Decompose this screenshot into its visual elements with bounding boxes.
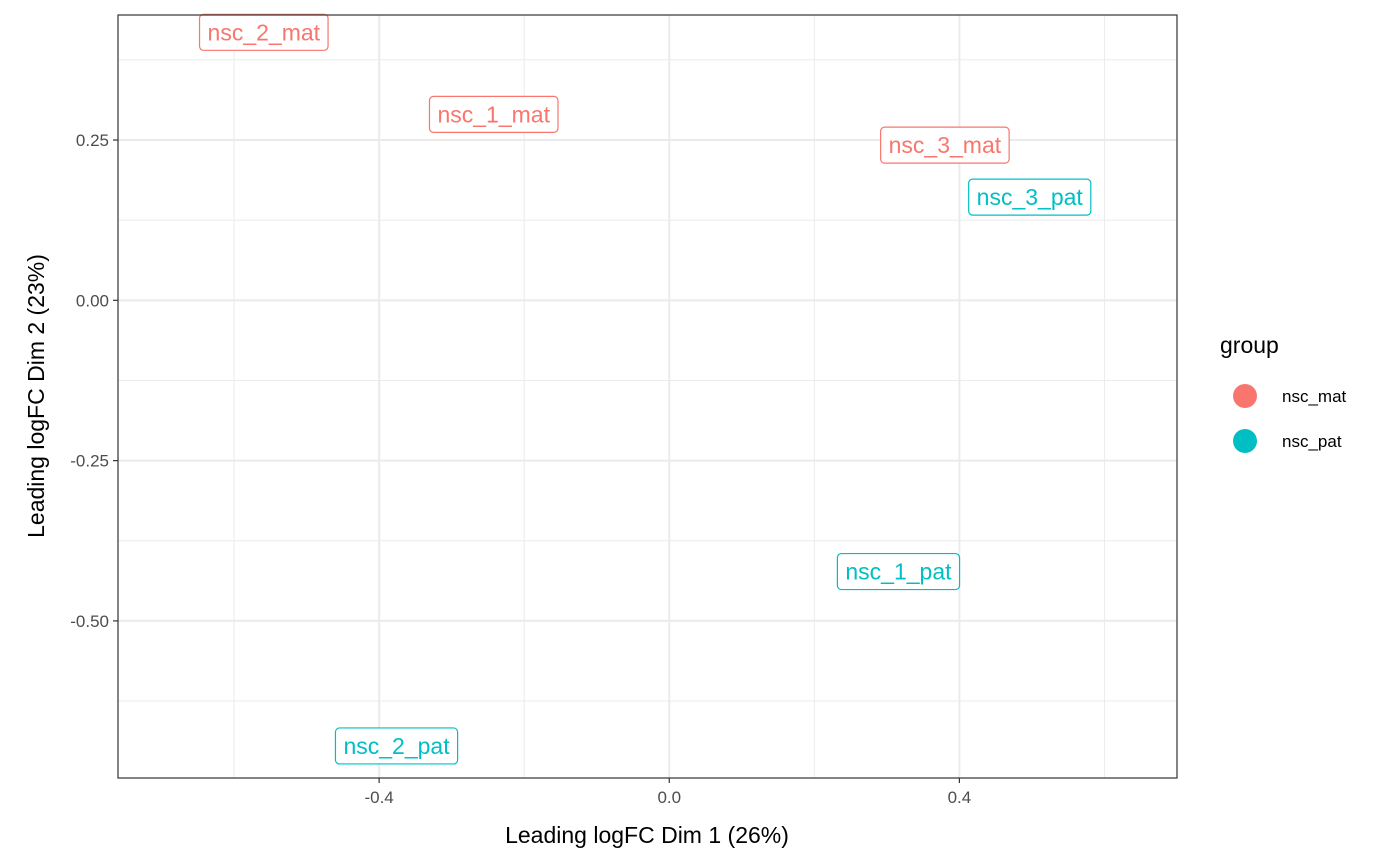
legend-entries: nsc_mat nsc_pat <box>1233 384 1347 453</box>
legend-key-dot <box>1233 429 1257 453</box>
x-tick-label: 0.4 <box>948 788 972 807</box>
plot-panel: nsc_2_mat nsc_1_mat nsc_3_mat nsc_3_pat nsc_… <box>117 13 1178 779</box>
label-text: nsc_1_mat <box>437 101 550 127</box>
label-box <box>968 178 1092 216</box>
label-box <box>836 552 961 591</box>
y-tick-label: -0.25 <box>70 452 109 471</box>
y-tick-label: 0.25 <box>76 131 109 150</box>
label-box <box>198 13 329 51</box>
label-box <box>880 126 1010 164</box>
label-text: nsc_1_pat <box>845 559 952 585</box>
y-axis-title: Leading logFC Dim 2 (23%) <box>23 254 49 538</box>
legend-entry-nsc_mat: nsc_mat <box>1233 384 1347 408</box>
point-label-nsc_1_pat: nsc_1_pat <box>836 552 961 591</box>
legend-label: nsc_pat <box>1282 432 1342 451</box>
label-text: nsc_3_pat <box>977 184 1084 210</box>
label-box <box>334 727 459 765</box>
point-labels: nsc_2_mat nsc_1_mat nsc_3_mat nsc_3_pat nsc_… <box>198 13 1092 765</box>
y-axis: 0.25 0.00 -0.25 -0.50 <box>70 131 118 631</box>
point-label-nsc_1_mat: nsc_1_mat <box>428 95 559 133</box>
label-box <box>428 95 559 133</box>
point-label-nsc_2_pat: nsc_2_pat <box>334 727 459 765</box>
x-axis: -0.4 0.0 0.4 <box>364 778 971 807</box>
x-tick-label: -0.4 <box>364 788 393 807</box>
x-tick-label: 0.0 <box>657 788 681 807</box>
point-label-nsc_3_pat: nsc_3_pat <box>968 178 1092 216</box>
point-label-nsc_3_mat: nsc_3_mat <box>880 126 1010 164</box>
label-text: nsc_2_mat <box>208 19 321 45</box>
label-text: nsc_2_pat <box>343 733 450 759</box>
legend-entry-nsc_pat: nsc_pat <box>1233 429 1342 453</box>
label-text: nsc_3_mat <box>889 132 1002 158</box>
y-tick-label: 0.00 <box>76 291 109 310</box>
legend-label: nsc_mat <box>1282 387 1347 406</box>
point-label-nsc_2_mat: nsc_2_mat <box>198 13 329 51</box>
panel-border <box>117 14 1178 779</box>
legend-title: group <box>1220 332 1279 358</box>
x-axis-title: Leading logFC Dim 1 (26%) <box>505 822 789 848</box>
minor-gridlines <box>118 15 1177 778</box>
y-tick-label: -0.50 <box>70 612 109 631</box>
legend: group nsc_mat nsc_pat <box>1220 332 1347 453</box>
legend-key-dot <box>1233 384 1257 408</box>
